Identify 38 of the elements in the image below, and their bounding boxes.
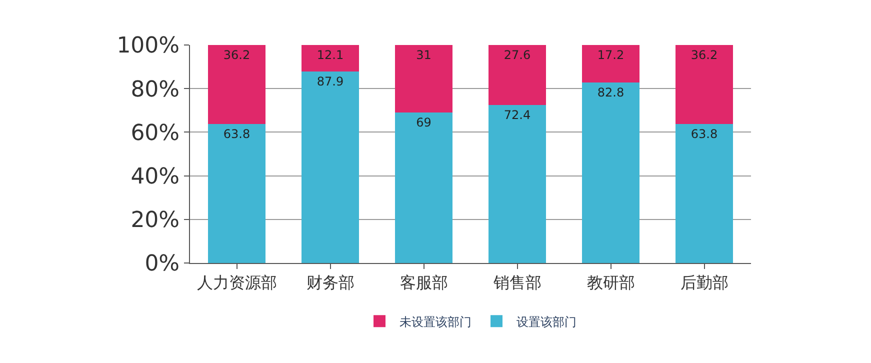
x-tick-label: 客服部 <box>400 273 448 292</box>
bar <box>301 45 360 72</box>
legend-label: 未设置该部门 <box>400 314 472 329</box>
bar <box>301 71 360 263</box>
bar <box>675 45 734 124</box>
data-label: 36.2 <box>690 48 718 62</box>
data-label: 69 <box>416 116 432 130</box>
bar <box>582 82 640 263</box>
x-tick-label: 人力资源部 <box>196 273 277 292</box>
y-tick-label: 0% <box>144 252 180 277</box>
y-tick-label: 40% <box>130 164 180 190</box>
data-label: 87.9 <box>316 74 344 88</box>
y-tick-label: 100% <box>116 34 180 59</box>
data-label: 63.8 <box>223 126 250 141</box>
x-tick-label: 销售部 <box>492 273 542 292</box>
y-tick-label: 80% <box>130 77 180 102</box>
data-label: 63.8 <box>690 126 718 141</box>
x-tick-label: 后勤部 <box>680 273 728 292</box>
x-tick-label: 财务部 <box>306 273 354 292</box>
data-label: 27.6 <box>504 48 531 62</box>
data-label: 82.8 <box>597 86 624 100</box>
x-tick-label: 教研部 <box>586 273 635 292</box>
bar <box>394 45 453 113</box>
data-label: 12.1 <box>316 48 344 62</box>
data-label: 31 <box>416 48 432 62</box>
bar <box>675 124 734 263</box>
bar <box>394 112 453 263</box>
data-label: 36.2 <box>223 48 250 62</box>
legend-label: 设置该部门 <box>516 314 576 329</box>
bar <box>488 105 546 263</box>
bar <box>488 45 546 106</box>
bar <box>582 45 640 82</box>
bar <box>208 45 266 124</box>
bar <box>208 124 266 263</box>
data-label: 72.4 <box>504 108 531 122</box>
y-tick-label: 60% <box>130 120 180 146</box>
data-label: 17.2 <box>597 48 624 62</box>
y-tick-label: 20% <box>130 208 180 234</box>
